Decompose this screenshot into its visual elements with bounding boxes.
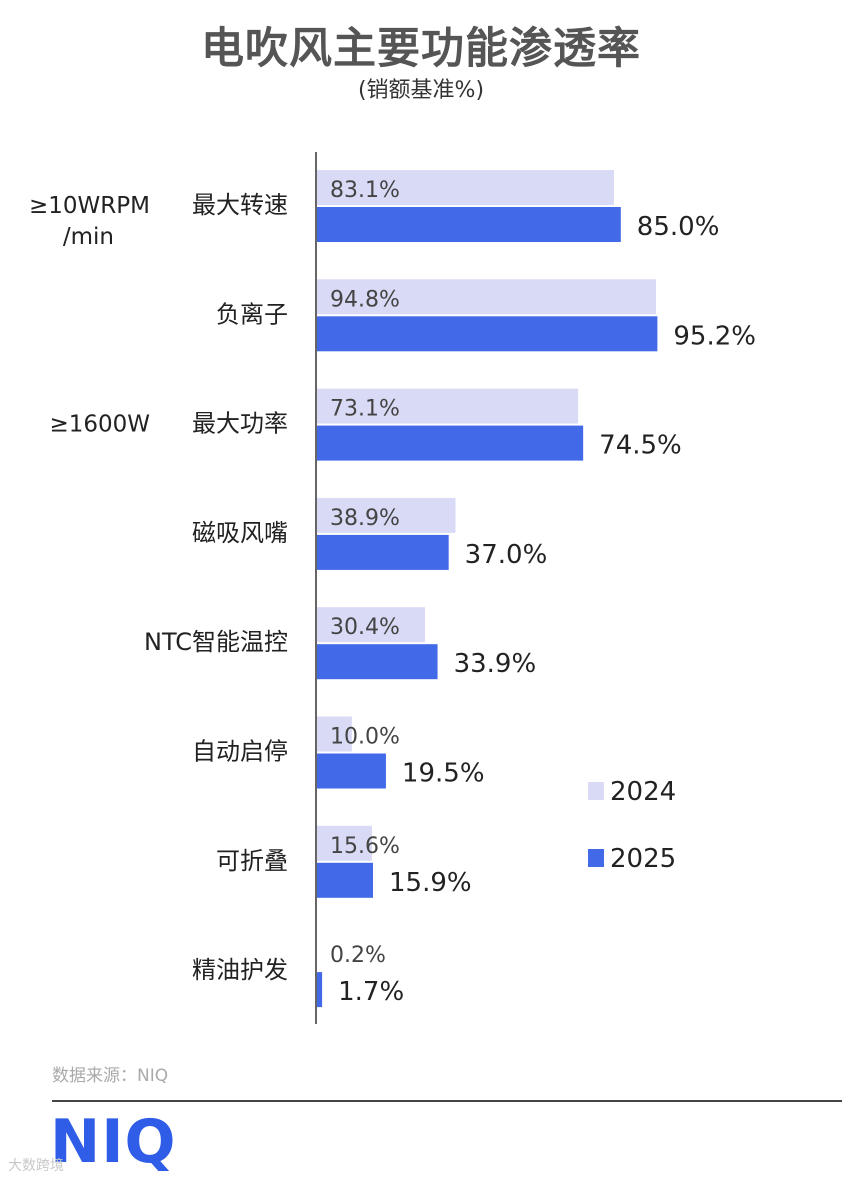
data-label-2025: 85.0% — [637, 212, 720, 242]
category-qualifier-unit: /min — [63, 224, 114, 250]
bar-2025 — [316, 207, 621, 242]
category-label: 磁吸风嘴 — [192, 519, 288, 547]
bar-2025 — [316, 972, 323, 1008]
footer-divider — [52, 1100, 842, 1102]
watermark: 大数跨境 — [8, 1158, 64, 1174]
category-label: 负离子 — [216, 300, 288, 328]
bar-2025 — [316, 316, 658, 352]
data-label-2024: 0.2% — [330, 943, 386, 968]
data-label-2025: 15.9% — [389, 868, 472, 898]
legend-swatch-2025 — [588, 849, 604, 867]
data-label-2024: 83.1% — [330, 178, 400, 203]
bar-2024 — [316, 497, 456, 533]
bar-2024 — [316, 716, 352, 752]
source-note: 数据来源：NIQ — [52, 1066, 169, 1086]
category-label: 自动启停 — [192, 738, 288, 766]
category-label: 最大功率 — [192, 410, 288, 438]
data-label-2024: 30.4% — [330, 615, 400, 640]
data-label-2025: 33.9% — [454, 649, 537, 679]
data-label-2025: 19.5% — [402, 759, 485, 789]
legend-label-2024: 2024 — [610, 777, 676, 807]
bar-2024 — [316, 388, 579, 424]
data-label-2024: 73.1% — [330, 397, 400, 422]
category-label: NTC智能温控 — [144, 628, 288, 656]
bar-2025 — [316, 753, 386, 789]
chart-title: 电吹风主要功能渗透率 — [201, 24, 641, 74]
legend-label-2025: 2025 — [610, 844, 676, 874]
legend-swatch-2024 — [588, 782, 604, 800]
category-label: 最大转速 — [192, 191, 288, 219]
data-label-2025: 1.7% — [338, 977, 404, 1007]
bar-2025 — [316, 862, 374, 898]
chart-subtitle: (销额基准%) — [357, 78, 485, 103]
bar-2024 — [316, 607, 426, 643]
data-label-2025: 95.2% — [673, 321, 756, 351]
bar-chart: 83.1% 85.0% 最大转速 ≥10WRPM/min 94.8% 95.2% 负离子 73… — [29, 152, 756, 1024]
bar-2024 — [316, 170, 614, 205]
bar-2025 — [316, 534, 449, 570]
data-label-2025: 37.0% — [465, 540, 548, 570]
category-qualifier: ≥10WRPM — [29, 193, 150, 219]
category-label: 可折叠 — [216, 847, 288, 875]
bar-2025 — [316, 644, 438, 680]
data-label-2024: 38.9% — [330, 506, 400, 531]
data-label-2024: 15.6% — [330, 834, 400, 859]
category-qualifier: ≥1600W — [49, 412, 150, 438]
bar-2024 — [316, 279, 656, 315]
data-label-2024: 10.0% — [330, 725, 400, 750]
data-label-2025: 74.5% — [599, 431, 682, 461]
niq-logo: NIQ — [50, 1107, 177, 1177]
data-label-2024: 94.8% — [330, 287, 400, 312]
bar-2025 — [316, 425, 584, 461]
bar-2024 — [316, 825, 372, 861]
category-label: 精油护发 — [192, 956, 288, 984]
